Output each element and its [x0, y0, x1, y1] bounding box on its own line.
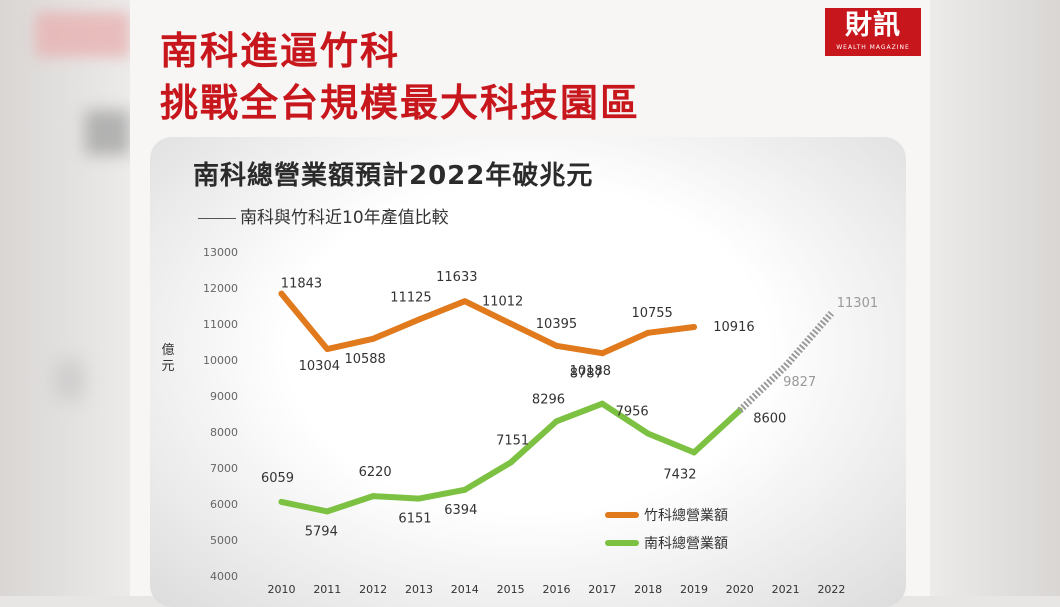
- x-tick-label: 2022: [817, 583, 845, 596]
- chart-subtitle: 南科與竹科近10年產值比較: [198, 203, 449, 228]
- data-label: 10304: [299, 359, 340, 374]
- y-axis-label: 元: [161, 359, 174, 374]
- data-label: 8296: [532, 392, 565, 407]
- infographic-poster: 南科進逼竹科 挑戰全台規模最大科技園區 財訊 WEALTH MAGAZINE 南…: [130, 0, 930, 607]
- data-label: 8600: [753, 411, 786, 426]
- y-tick-label: 11000: [203, 318, 238, 331]
- background-left: [0, 0, 130, 596]
- x-tick-label: 2018: [634, 583, 662, 596]
- data-point: [645, 430, 652, 437]
- subtitle-dash: [198, 217, 236, 219]
- background-right: [930, 0, 1060, 596]
- data-point: [690, 449, 697, 456]
- data-label: 6059: [261, 471, 294, 486]
- y-tick-label: 10000: [203, 354, 238, 367]
- data-label: 11012: [482, 295, 523, 310]
- data-point: [324, 346, 331, 353]
- data-label: 7151: [496, 434, 529, 449]
- y-axis-label: 億: [161, 342, 174, 358]
- chart-subtitle-text: 南科與竹科近10年產值比較: [240, 208, 449, 228]
- x-tick-label: 2015: [497, 583, 525, 596]
- logo-subtitle: WEALTH MAGAZINE: [836, 44, 910, 51]
- projection-line: [737, 310, 835, 413]
- data-label: 11843: [281, 277, 322, 292]
- y-tick-label: 7000: [210, 462, 238, 475]
- chart-card: [150, 137, 906, 607]
- data-label: 7956: [616, 405, 649, 420]
- data-point: [415, 316, 422, 323]
- x-tick-label: 2011: [313, 583, 341, 596]
- series-line-tainan: [278, 400, 743, 515]
- data-label: 6394: [444, 503, 477, 518]
- data-label: 7432: [663, 467, 696, 482]
- x-tick-label: 2012: [359, 583, 387, 596]
- data-label: 10916: [713, 320, 754, 335]
- legend-label: 南科總營業額: [644, 535, 728, 552]
- x-tick-label: 2013: [405, 583, 433, 596]
- x-tick-label: 2017: [588, 583, 616, 596]
- data-label: 6220: [359, 465, 392, 480]
- data-point: [278, 290, 285, 297]
- data-point: [461, 298, 468, 305]
- x-tick-label: 2014: [451, 583, 479, 596]
- background-blur: [85, 110, 130, 155]
- data-label: 10395: [536, 317, 577, 332]
- data-point: [461, 486, 468, 493]
- y-tick-label: 4000: [210, 570, 238, 583]
- data-point: [599, 400, 606, 407]
- y-tick-label: 12000: [203, 282, 238, 295]
- data-label: 10188: [570, 364, 611, 379]
- data-label: 5794: [305, 524, 338, 539]
- legend-label: 竹科總營業額: [644, 507, 728, 524]
- y-tick-label: 6000: [210, 498, 238, 511]
- data-label: 10588: [344, 352, 385, 367]
- line-chart: 4000 5000 6000 7000 8000 9000 10000 11000 12000 1…: [161, 246, 878, 596]
- data-label: 8787: [570, 367, 603, 382]
- x-tick-label: 2021: [772, 583, 800, 596]
- y-tick-label: 5000: [210, 534, 238, 547]
- y-tick-label: 8000: [210, 426, 238, 439]
- data-point: [690, 324, 697, 331]
- projection-label: 9827: [783, 375, 816, 390]
- data-point: [370, 493, 377, 500]
- data-label: 6151: [398, 512, 431, 527]
- data-point: [553, 418, 560, 425]
- chart-title: 南科總營業額預計2022年破兆元: [193, 161, 594, 191]
- headline-line-1: 南科進逼竹科: [160, 29, 401, 73]
- logo-mark: 財訊: [845, 10, 901, 41]
- background-blur: [55, 360, 85, 400]
- data-point: [324, 508, 331, 515]
- series-line-hsinchu: [278, 290, 697, 357]
- x-tick-label: 2020: [726, 583, 754, 596]
- data-point: [278, 498, 285, 505]
- data-point: [645, 329, 652, 336]
- x-tick-label: 2016: [542, 583, 570, 596]
- data-point: [507, 320, 514, 327]
- data-point: [507, 459, 514, 466]
- x-tick-label: 2019: [680, 583, 708, 596]
- data-point: [370, 335, 377, 342]
- data-label: 10755: [631, 306, 672, 321]
- projection-label: 11301: [837, 296, 878, 311]
- data-label: 11125: [390, 291, 431, 306]
- background-blur: [35, 12, 130, 57]
- y-tick-label: 13000: [203, 246, 238, 259]
- wealth-magazine-logo: 財訊 WEALTH MAGAZINE: [825, 8, 921, 56]
- data-point: [415, 495, 422, 502]
- data-point: [599, 350, 606, 357]
- y-tick-label: 9000: [210, 390, 238, 403]
- data-label: 11633: [436, 270, 477, 285]
- data-point: [553, 342, 560, 349]
- headline-line-2: 挑戰全台規模最大科技園區: [160, 81, 641, 125]
- x-tick-label: 2010: [267, 583, 295, 596]
